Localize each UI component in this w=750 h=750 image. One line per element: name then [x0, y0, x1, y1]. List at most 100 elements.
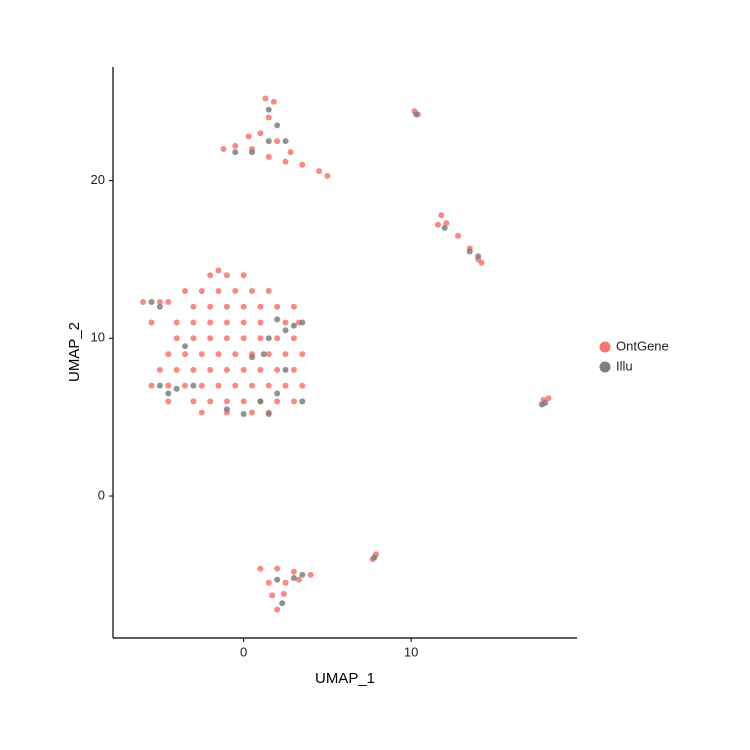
- point: [198, 351, 205, 358]
- point: [290, 335, 297, 342]
- point: [265, 579, 272, 586]
- point: [265, 114, 272, 121]
- point: [182, 287, 189, 294]
- point: [165, 299, 172, 306]
- point: [232, 351, 239, 358]
- point: [245, 133, 252, 140]
- point: [455, 232, 462, 239]
- point: [165, 351, 172, 358]
- x-axis-title: UMAP_1: [315, 670, 375, 687]
- point: [274, 576, 281, 583]
- point: [257, 398, 264, 405]
- legend-label: Illu: [616, 358, 633, 373]
- point: [279, 600, 286, 607]
- point: [215, 351, 222, 358]
- point: [165, 398, 172, 405]
- point: [316, 168, 323, 175]
- point: [434, 221, 441, 228]
- y-axis-title: UMAP_2: [66, 322, 83, 382]
- point: [262, 95, 269, 102]
- point: [198, 382, 205, 389]
- point: [299, 161, 306, 168]
- point: [156, 382, 163, 389]
- point: [240, 398, 247, 405]
- point: [257, 130, 264, 137]
- point: [280, 590, 287, 597]
- point: [232, 149, 239, 156]
- point: [299, 398, 306, 405]
- point: [190, 398, 197, 405]
- point: [223, 335, 230, 342]
- point: [265, 138, 272, 145]
- point: [232, 287, 239, 294]
- point: [140, 299, 147, 306]
- y-tick-label: 0: [98, 487, 105, 502]
- point: [274, 122, 281, 129]
- point: [240, 366, 247, 373]
- point: [269, 592, 276, 599]
- point: [232, 382, 239, 389]
- point: [215, 267, 222, 274]
- point: [173, 319, 180, 326]
- point: [265, 106, 272, 113]
- point: [265, 335, 272, 342]
- point: [207, 319, 214, 326]
- point: [207, 335, 214, 342]
- point: [324, 172, 331, 179]
- point: [240, 303, 247, 310]
- point: [290, 322, 297, 329]
- point: [249, 149, 256, 156]
- point: [282, 579, 289, 586]
- point: [148, 319, 155, 326]
- point: [265, 411, 272, 418]
- point: [274, 316, 281, 323]
- point: [282, 319, 289, 326]
- point: [257, 319, 264, 326]
- point: [173, 335, 180, 342]
- legend-swatch: [599, 361, 611, 373]
- point: [413, 111, 420, 118]
- legend-label: OntGene: [616, 338, 669, 353]
- point: [223, 398, 230, 405]
- point: [282, 382, 289, 389]
- point: [260, 351, 267, 358]
- point: [290, 366, 297, 373]
- point: [207, 398, 214, 405]
- point: [182, 382, 189, 389]
- point: [240, 411, 247, 418]
- point: [223, 406, 230, 413]
- point: [299, 382, 306, 389]
- point: [223, 319, 230, 326]
- point: [282, 351, 289, 358]
- y-tick-label: 10: [91, 330, 105, 345]
- point: [240, 319, 247, 326]
- point: [240, 335, 247, 342]
- point: [274, 398, 281, 405]
- point: [290, 303, 297, 310]
- point: [223, 366, 230, 373]
- point: [249, 354, 256, 361]
- point: [148, 299, 155, 306]
- point: [190, 366, 197, 373]
- y-tick-label: 20: [91, 172, 105, 187]
- point: [538, 401, 545, 408]
- point: [282, 366, 289, 373]
- point: [215, 287, 222, 294]
- point: [274, 366, 281, 373]
- point: [443, 220, 450, 227]
- point: [207, 303, 214, 310]
- point: [232, 142, 239, 149]
- point: [282, 158, 289, 165]
- point: [290, 398, 297, 405]
- point: [240, 272, 247, 279]
- point: [156, 299, 163, 306]
- point: [182, 351, 189, 358]
- point: [274, 335, 281, 342]
- point: [265, 153, 272, 160]
- point: [274, 390, 281, 397]
- point: [371, 554, 378, 561]
- point: [249, 409, 256, 416]
- point: [257, 335, 264, 342]
- point: [182, 343, 189, 350]
